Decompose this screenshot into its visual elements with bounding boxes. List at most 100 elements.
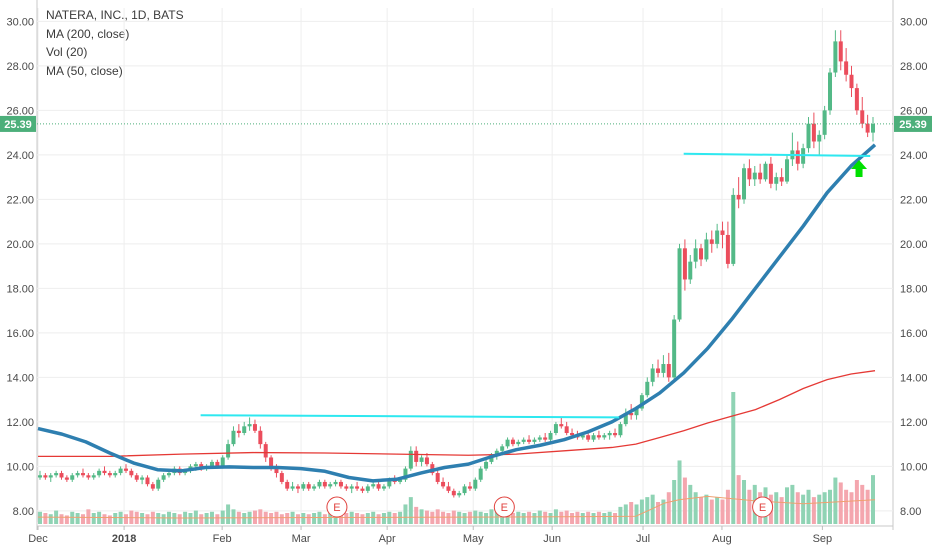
earnings-event-label: E <box>501 502 508 514</box>
candle-body <box>478 468 483 480</box>
volume-bar <box>107 515 112 524</box>
candle-body <box>489 455 494 462</box>
y-tick-label-left: 26.00 <box>6 105 34 117</box>
candle-body <box>215 461 220 467</box>
candle-body <box>161 475 166 480</box>
volume-bar <box>516 511 521 524</box>
candle-body <box>688 261 693 280</box>
candle-body <box>333 481 338 485</box>
volume-bar <box>91 513 96 524</box>
earnings-event-label: E <box>333 502 340 514</box>
volume-bar <box>392 513 397 524</box>
candle-body <box>306 484 311 489</box>
volume-bar <box>193 510 198 524</box>
candle-body <box>123 468 128 471</box>
volume-bar <box>656 502 661 524</box>
candle-body <box>467 486 472 489</box>
candle-body <box>360 488 365 491</box>
candle-body <box>817 134 822 142</box>
volume-bar <box>161 514 166 524</box>
volume-bar <box>543 511 548 524</box>
resistance-line <box>683 152 871 157</box>
volume-bar <box>381 513 386 524</box>
candle-body <box>742 168 747 200</box>
volume-bar <box>650 494 655 524</box>
candle-body <box>731 194 736 264</box>
volume-bar <box>199 514 204 524</box>
earnings-event-marker: E <box>752 496 774 518</box>
candle-body <box>537 437 542 440</box>
chart-legend: NATERA, INC., 1D, BATS MA (200, close) V… <box>46 6 184 80</box>
candle-body <box>672 319 677 378</box>
volume-bar <box>457 511 462 524</box>
volume-bar <box>785 487 790 524</box>
candle-body <box>553 424 558 433</box>
y-tick-label-left: 16.00 <box>6 328 34 340</box>
y-tick-label-right: 24.00 <box>900 150 928 162</box>
volume-bar <box>360 514 365 524</box>
candle-body <box>580 435 585 438</box>
volume-bar <box>269 513 274 524</box>
candle-body <box>510 439 515 445</box>
candle-body <box>102 470 107 474</box>
candle-body <box>59 473 64 478</box>
volume-bar <box>682 477 687 524</box>
y-tick-label-right: 20.00 <box>900 239 928 251</box>
candle-body <box>682 248 687 280</box>
candle-body <box>828 72 833 111</box>
candle-body <box>209 461 214 467</box>
candle-body <box>424 457 429 465</box>
volume-bar <box>854 480 859 524</box>
x-tick-label: Feb <box>213 533 232 545</box>
candle-body <box>150 484 155 489</box>
candle-body <box>725 234 730 264</box>
candle-body <box>312 486 317 489</box>
volume-bar <box>419 509 424 524</box>
y-tick-label-left: 18.00 <box>6 283 34 295</box>
volume-bar <box>801 494 806 524</box>
candle-body <box>650 368 655 382</box>
x-tick-label: May <box>463 533 484 545</box>
candle-body <box>226 444 231 458</box>
volume-bar <box>43 513 48 524</box>
last-price-tag-left: 25.39 <box>0 115 36 132</box>
candle-body <box>505 439 510 447</box>
volume-bar <box>505 511 510 524</box>
candle-body <box>75 473 80 476</box>
candle-body <box>645 381 650 396</box>
volume-bar <box>322 514 327 524</box>
volume-bar <box>38 511 42 524</box>
candle-body <box>376 484 381 489</box>
candle-body <box>715 230 720 244</box>
volume-bar <box>586 511 591 524</box>
volume-bar <box>811 497 816 524</box>
candle-body <box>806 123 811 149</box>
volume-bar <box>623 504 628 524</box>
candle-body <box>548 432 553 440</box>
candle-body <box>774 177 779 184</box>
y-axis-right: 8.00 10.00 12.00 14.00 16.00 18.00 20.00 22.00 2… <box>900 16 928 518</box>
candle-body <box>634 408 639 416</box>
candle-body <box>403 468 408 480</box>
candle-body <box>763 163 768 180</box>
last-price-tag-label: 25.39 <box>899 119 927 131</box>
chart-grid <box>36 0 894 530</box>
candle-body <box>387 479 392 487</box>
candle-body <box>349 486 354 489</box>
candle-body <box>629 412 634 416</box>
volume-bar <box>231 509 236 524</box>
y-tick-label-right: 30.00 <box>900 16 928 28</box>
y-tick-label-left: 28.00 <box>6 61 34 73</box>
volume-bar <box>204 513 209 524</box>
candle-body <box>97 470 102 476</box>
candle-body <box>559 424 564 427</box>
up-arrow-icon <box>851 159 868 177</box>
candle-body <box>570 432 575 436</box>
candle-body <box>435 473 440 482</box>
candle-body <box>441 481 446 487</box>
volume-bar <box>634 504 639 524</box>
y-tick-label-right: 22.00 <box>900 194 928 206</box>
volume-bar <box>672 480 677 524</box>
x-tick-label: 2018 <box>112 533 136 545</box>
